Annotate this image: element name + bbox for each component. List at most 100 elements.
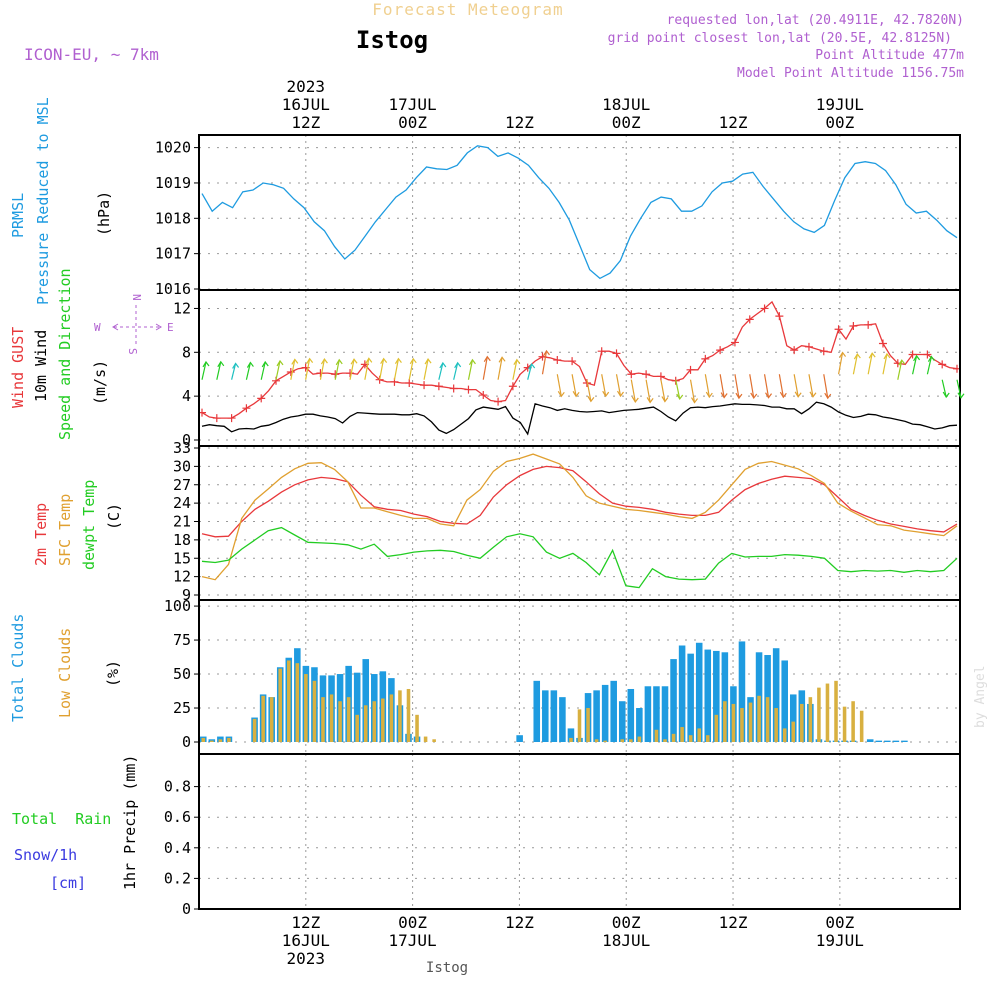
bar-total	[789, 694, 797, 742]
panel-0: 1016 1017 1018 1019 1020	[155, 134, 961, 298]
time-label: 17JUL	[389, 95, 437, 114]
gust-marker	[553, 355, 562, 364]
bar-low	[295, 663, 300, 742]
bar-total	[533, 680, 541, 742]
panel-4: 0 0.2 0.4 0.6 0.8	[164, 753, 961, 918]
y-tick-label: 0	[182, 733, 191, 751]
pressure-labels: PRMSL Pressure Reduced to MSL (hPa)	[9, 97, 113, 305]
model-altitude: Model Point Altitude 1156.75m	[737, 66, 964, 81]
y-tick-label: 0.8	[164, 778, 191, 796]
time-label: 12Z	[291, 913, 320, 932]
bar-total	[713, 650, 720, 742]
bar-total	[738, 641, 746, 742]
wind-arrow	[260, 361, 266, 380]
wind-arrow-head	[468, 358, 476, 366]
bar-low	[346, 697, 351, 742]
wind-arrow-head	[868, 352, 876, 359]
y-tick-label: 12	[173, 299, 191, 317]
bar-low	[389, 694, 394, 742]
wind-arrow-head	[217, 360, 225, 368]
wind-arrow	[956, 379, 962, 398]
time-label: 00Z	[612, 113, 641, 132]
y-tick-label: 8	[182, 343, 191, 361]
wind-arrow-head	[350, 358, 358, 365]
wind-arrow-head	[750, 392, 758, 400]
wind-arrow	[778, 374, 784, 398]
panel-frame	[198, 753, 961, 910]
compass-n: N	[130, 294, 143, 301]
t2m-label: 2m Temp	[32, 503, 50, 566]
wind-arrows	[201, 349, 965, 404]
compass-s: S	[126, 348, 139, 355]
bar-low	[688, 735, 693, 742]
gust-marker	[405, 378, 414, 387]
time-label: 2023	[287, 77, 326, 96]
bar-total	[670, 659, 677, 742]
bar-total	[636, 708, 643, 742]
wind-arrow	[364, 358, 370, 380]
gust-marker	[790, 346, 799, 355]
panel-frame	[198, 134, 961, 291]
bar-low	[629, 739, 633, 742]
bar-low	[577, 709, 582, 742]
bar-total	[593, 690, 600, 742]
bar-low	[680, 727, 684, 742]
wind-arrow-head	[942, 391, 950, 399]
wind-arrow-head	[735, 392, 743, 400]
bar-low	[287, 660, 291, 742]
wind-arrow-head	[542, 349, 550, 357]
gust-marker	[346, 369, 355, 378]
time-label: 00Z	[825, 913, 854, 932]
wind-arrow-head	[439, 361, 447, 369]
wind-arrow	[275, 360, 281, 380]
wind-arrow-head	[306, 357, 314, 364]
wind-arrow	[231, 363, 237, 380]
time-label: 16JUL	[282, 931, 330, 950]
gust-marker	[597, 347, 606, 356]
bar-low	[594, 739, 599, 742]
gust-marker	[760, 304, 769, 313]
wind-arrow-head	[853, 352, 861, 360]
wind-arrow	[319, 358, 326, 380]
bar-low	[423, 736, 428, 742]
bar-total	[353, 672, 361, 742]
wind-arrow	[201, 361, 207, 380]
bar-low	[748, 702, 753, 742]
wind-arrow-head	[646, 397, 654, 404]
bar-low	[261, 695, 265, 742]
time-label: 12Z	[505, 913, 534, 932]
wind-arrow	[941, 379, 947, 398]
wind-arrow	[615, 374, 622, 397]
panel-3: 0 25 50 75 100	[164, 597, 961, 755]
pct-label: (%)	[104, 660, 122, 687]
gust-marker	[686, 365, 695, 374]
y-tick-label: 12	[173, 568, 191, 586]
y-tick-label: 0.4	[164, 839, 191, 857]
wind-arrow-head	[779, 391, 787, 399]
gust-marker	[834, 325, 843, 334]
bar-total	[901, 740, 908, 742]
y-tick-label: 33	[173, 439, 191, 457]
wind-arrow-head	[335, 358, 343, 366]
low-clouds-label: Low Clouds	[56, 628, 74, 718]
wind-arrow-head	[913, 354, 921, 362]
bar-low	[859, 710, 864, 742]
bar-low	[312, 680, 317, 742]
bar-total	[695, 642, 703, 742]
bar-low	[372, 701, 377, 742]
bar-low	[415, 714, 419, 742]
bar-low	[329, 694, 334, 742]
wind-arrow-head	[720, 392, 728, 399]
bar-low	[569, 737, 573, 742]
wind-arrow-head	[824, 392, 832, 400]
wind-arrow	[290, 359, 296, 380]
wind-arrow-head	[483, 355, 491, 363]
temp-labels: 2m Temp SFC Temp dewpt Temp (C)	[32, 480, 123, 570]
wind-arrow	[334, 359, 340, 380]
bar-low	[278, 668, 283, 742]
wind-arrow	[586, 379, 592, 402]
wind10-label: 10m Wind	[32, 330, 50, 402]
